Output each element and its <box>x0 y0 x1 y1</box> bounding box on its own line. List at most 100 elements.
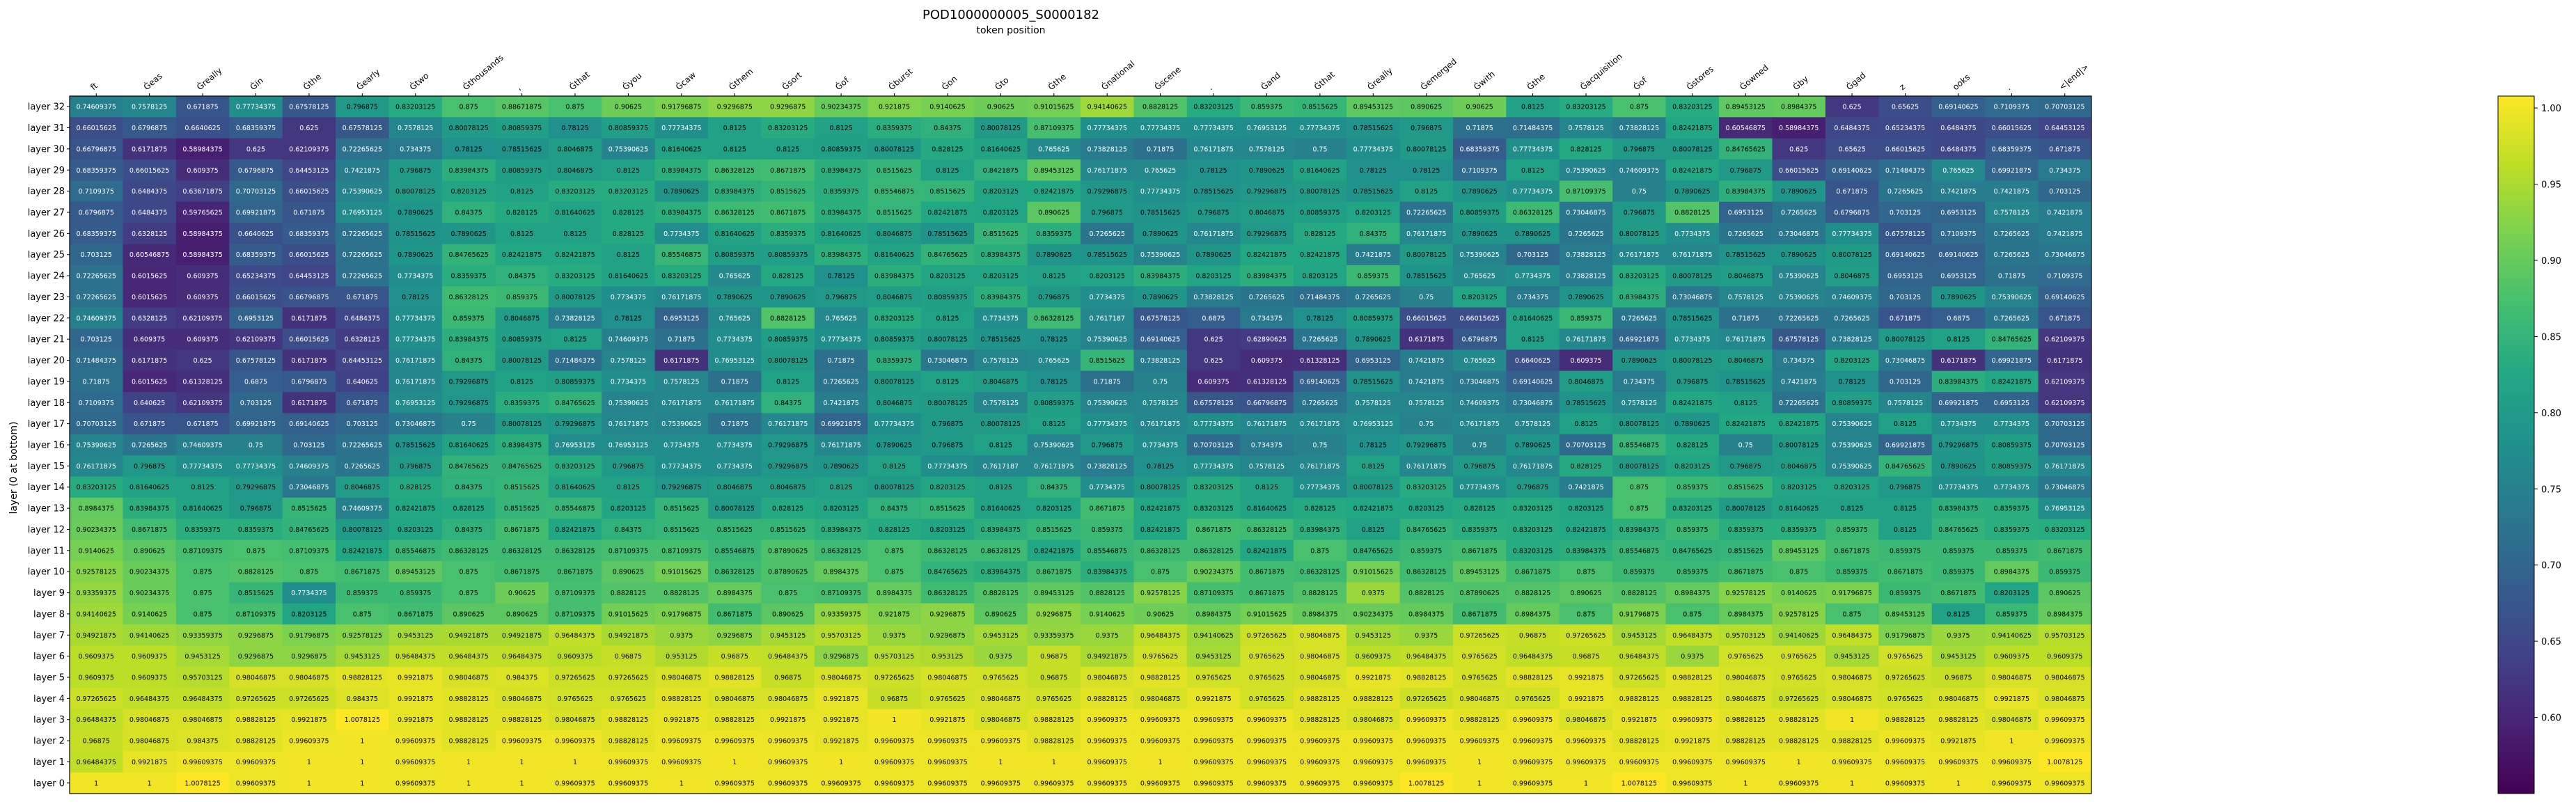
heatmap-cell <box>1772 117 1826 139</box>
heatmap-cell <box>708 307 762 329</box>
cell-value-label: 0.9765625 <box>1781 653 1816 661</box>
cell-value-label: 0.6484375 <box>1940 125 1976 132</box>
heatmap-cell <box>1346 159 1401 181</box>
x-tick-label: Ġsort <box>779 69 803 92</box>
cell-value-label: 1 <box>307 759 311 766</box>
cell-value-label: 0.9375 <box>1415 632 1438 640</box>
cell-value-label: 0.6328125 <box>132 315 167 322</box>
cell-value-label: 0.99609375 <box>874 759 914 766</box>
cell-value-label: 0.83984375 <box>981 251 1021 259</box>
heatmap-cell <box>1665 223 1720 245</box>
cell-value-label: 0.80078125 <box>874 378 914 386</box>
cell-value-label: 0.7734375 <box>1994 420 2029 428</box>
x-tick-label: z <box>1897 82 1907 93</box>
cell-value-label: 0.73828125 <box>1619 125 1659 132</box>
cell-value-label: 0.8203125 <box>1090 273 1125 281</box>
heatmap-cell <box>1240 349 1294 372</box>
cell-value-label: 0.79296875 <box>1406 442 1446 450</box>
heatmap-cell <box>495 413 549 435</box>
cell-value-label: 0.79296875 <box>555 420 595 428</box>
cell-value-label: 0.76171875 <box>1034 463 1074 471</box>
heatmap-cell <box>974 307 1028 329</box>
cell-value-label: 0.79296875 <box>236 484 276 491</box>
cell-value-label: 0.7578125 <box>1728 294 1764 301</box>
cell-value-label: 0.890625 <box>1038 210 1069 217</box>
heatmap-cell <box>761 329 815 350</box>
cell-value-label: 0.99609375 <box>1087 759 1126 766</box>
cell-value-label: 0.6796875 <box>291 378 327 386</box>
cell-value-label: 0.80078125 <box>1140 484 1180 491</box>
cell-value-label: 0.7421875 <box>2047 230 2082 238</box>
cell-value-label: 0.82421875 <box>1992 378 2032 386</box>
heatmap-cell <box>2038 307 2092 329</box>
heatmap-cell <box>708 244 762 266</box>
heatmap-cell <box>336 265 390 287</box>
cell-value-label: 0.9453125 <box>1195 653 1231 661</box>
cell-value-label: 0.8125 <box>883 463 906 471</box>
cell-value-label: 0.8203125 <box>983 210 1019 217</box>
cell-value-label: 1 <box>94 780 98 787</box>
cell-value-label: 0.796875 <box>1624 145 1655 153</box>
cell-value-label: 0.90234375 <box>76 526 116 534</box>
cell-value-label: 0.89453125 <box>1885 610 1925 618</box>
cell-value-label: 0.875 <box>460 104 478 111</box>
cell-value-label: 0.87109375 <box>555 610 595 618</box>
cell-value-label: 0.8046875 <box>717 484 753 491</box>
cell-value-label: 0.80078125 <box>1832 251 1871 259</box>
heatmap-cell <box>1931 265 1986 287</box>
cell-value-label: 0.97265625 <box>1885 675 1925 682</box>
heatmap-cell <box>1665 286 1720 308</box>
x-tick-label: Ġthem <box>726 65 755 92</box>
cell-value-label: 0.8671875 <box>1887 569 1923 576</box>
heatmap-cell <box>229 159 283 181</box>
cell-value-label: 0.98828125 <box>1353 695 1393 703</box>
heatmap-cell <box>1985 223 2039 245</box>
cell-value-label: 0.828125 <box>1304 505 1335 513</box>
cell-value-label: 0.9921875 <box>1568 675 1603 682</box>
cell-value-label: 0.9609375 <box>132 675 167 682</box>
cell-value-label: 0.8203125 <box>450 188 486 196</box>
heatmap-cell <box>1293 138 1347 160</box>
cell-value-label: 0.8125 <box>989 442 1012 450</box>
cell-value-label: 0.90625 <box>615 104 642 111</box>
cell-value-label: 0.87109375 <box>608 547 648 555</box>
cell-value-label: 0.98828125 <box>343 675 382 682</box>
heatmap-cell <box>867 244 922 266</box>
cell-value-label: 0.79296875 <box>1087 188 1126 196</box>
cell-value-label: 0.69140625 <box>1832 167 1871 175</box>
x-tick-label: ft <box>88 81 100 93</box>
cell-value-label: 0.89453125 <box>395 569 435 576</box>
heatmap-cell <box>1133 159 1188 181</box>
heatmap-cell <box>1665 244 1720 266</box>
cell-value-label: 0.7578125 <box>1356 400 1391 407</box>
cell-value-label: 0.9296875 <box>717 632 753 640</box>
cell-value-label: 0.8125 <box>617 167 640 175</box>
heatmap-cell <box>1559 307 1613 329</box>
cell-value-label: 0.99609375 <box>1619 759 1659 766</box>
cell-value-label: 0.83984375 <box>981 526 1021 534</box>
cell-value-label: 0.86328125 <box>555 547 595 555</box>
cell-value-label: 0.98046875 <box>1140 695 1180 703</box>
cell-value-label: 0.87109375 <box>289 547 329 555</box>
cell-value-label: 0.875 <box>1151 569 1170 576</box>
cell-value-label: 0.7890625 <box>823 463 858 471</box>
cell-value-label: 0.8671875 <box>770 210 806 217</box>
cell-value-label: 0.99609375 <box>661 738 701 746</box>
cell-value-label: 0.7265625 <box>1994 315 2029 322</box>
cell-value-label: 0.76171875 <box>1300 420 1340 428</box>
cell-value-label: 0.99609375 <box>2045 716 2084 724</box>
cell-value-label: 0.82421875 <box>395 505 435 513</box>
heatmap-cell <box>1559 286 1613 308</box>
cell-value-label: 0.76171875 <box>1513 463 1553 471</box>
cell-value-label: 0.828125 <box>1570 145 1601 153</box>
heatmap-cell <box>602 392 656 413</box>
colorbar-tick-label: 0.95 <box>2541 180 2561 191</box>
cell-value-label: 0.6171875 <box>132 145 167 153</box>
cell-value-label: 0.89453125 <box>1459 569 1499 576</box>
cell-value-label: 0.8046875 <box>770 484 806 491</box>
heatmap-cell <box>1878 223 1933 245</box>
heatmap-cell <box>602 286 656 308</box>
heatmap-cell <box>602 244 656 266</box>
heatmap-cell <box>282 96 336 118</box>
cell-value-label: 0.97265625 <box>1619 675 1659 682</box>
